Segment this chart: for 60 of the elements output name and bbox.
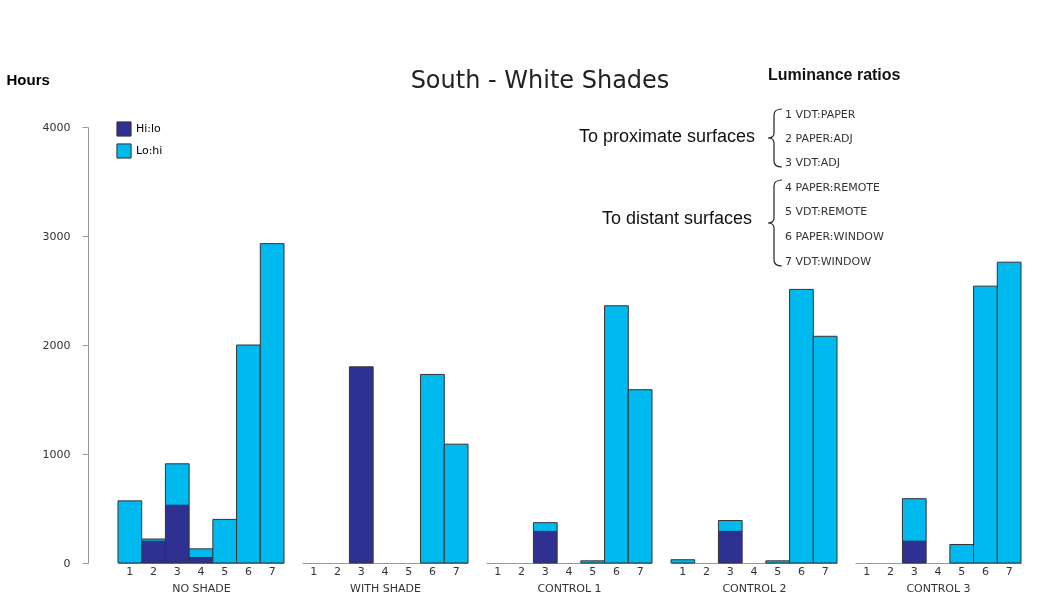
x-tick-label: 1 bbox=[494, 564, 502, 578]
annotation: 6 PAPER:WINDOW bbox=[785, 230, 884, 243]
x-axis-title: WITH SHADE bbox=[350, 581, 421, 595]
x-tick-label: 5 bbox=[958, 564, 966, 578]
x-tick-label: 3 bbox=[910, 564, 918, 578]
x-tick-label: 3 bbox=[173, 564, 181, 578]
x-tick-label: 5 bbox=[774, 564, 782, 578]
x-tick-label: 3 bbox=[541, 564, 549, 578]
x-tick-label: 7 bbox=[1005, 564, 1013, 578]
y-tick-label: 1000 bbox=[42, 447, 71, 461]
x-tick-label: 6 bbox=[612, 564, 620, 578]
x-tick-label: 6 bbox=[244, 564, 252, 578]
y-tick-label: 2000 bbox=[42, 338, 71, 352]
y-tick-label: 4000 bbox=[42, 120, 71, 134]
x-tick-label: 5 bbox=[589, 564, 597, 578]
legend-label: Lo:hi bbox=[136, 144, 163, 157]
x-tick-label: 2 bbox=[887, 564, 895, 578]
x-tick-label: 4 bbox=[381, 564, 389, 578]
x-tick-label: 4 bbox=[750, 564, 758, 578]
annotation: 4 PAPER:REMOTE bbox=[785, 181, 880, 194]
x-tick-label: 1 bbox=[679, 564, 687, 578]
x-tick-label: 2 bbox=[334, 564, 342, 578]
x-tick-label: 2 bbox=[703, 564, 711, 578]
x-tick-label: 6 bbox=[981, 564, 989, 578]
x-tick-label: 7 bbox=[821, 564, 829, 578]
x-axis-title: NO SHADE bbox=[172, 581, 231, 595]
x-tick-label: 3 bbox=[357, 564, 365, 578]
x-tick-label: 4 bbox=[197, 564, 205, 578]
x-axis-title: CONTROL 2 bbox=[722, 581, 787, 595]
x-tick-label: 7 bbox=[636, 564, 644, 578]
annotation: 5 VDT:REMOTE bbox=[785, 205, 868, 218]
annotation: 7 VDT:WINDOW bbox=[785, 255, 872, 268]
x-tick-label: 1 bbox=[126, 564, 134, 578]
annotation: To proximate surfaces bbox=[578, 126, 755, 147]
x-tick-label: 7 bbox=[452, 564, 460, 578]
y-tick-label: 3000 bbox=[42, 229, 71, 243]
x-tick-label: 5 bbox=[221, 564, 229, 578]
x-tick-label: 2 bbox=[518, 564, 526, 578]
x-tick-label: 5 bbox=[405, 564, 413, 578]
text: 1 VDT:PAPER bbox=[785, 108, 856, 121]
bar bbox=[670, 559, 696, 564]
x-tick-label: 1 bbox=[310, 564, 318, 578]
y-tick-label: 0 bbox=[63, 556, 71, 570]
annotation: 3 VDT:ADJ bbox=[785, 156, 840, 169]
x-tick-label: 7 bbox=[268, 564, 276, 578]
chart-title: South - White Shades bbox=[410, 66, 670, 94]
x-tick-label: 1 bbox=[863, 564, 871, 578]
x-tick-label: 3 bbox=[726, 564, 734, 578]
x-tick-label: 6 bbox=[797, 564, 805, 578]
x-axis-title: CONTROL 1 bbox=[537, 581, 602, 595]
x-axis-title: CONTROL 3 bbox=[906, 581, 971, 595]
text: Luminance ratios bbox=[768, 66, 901, 84]
x-tick-label: 2 bbox=[150, 564, 158, 578]
annotation: To distant surfaces bbox=[601, 208, 752, 229]
y-axis-title: Hours bbox=[6, 70, 50, 88]
legend-label: Hi:lo bbox=[136, 122, 162, 135]
x-tick-label: 6 bbox=[428, 564, 436, 578]
x-tick-label: 4 bbox=[565, 564, 573, 578]
annotation: 2 PAPER:ADJ bbox=[785, 132, 853, 145]
x-tick-label: 4 bbox=[934, 564, 942, 578]
